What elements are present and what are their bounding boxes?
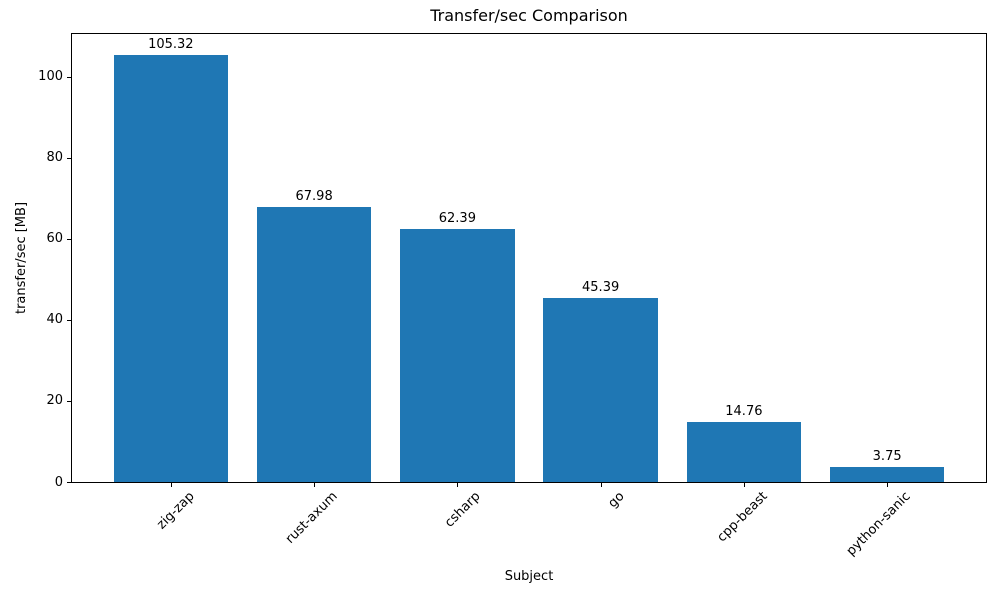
x-tick-label-csharp: csharp [442,489,484,531]
bar-value-label: 62.39 [438,211,476,227]
y-tick-mark [67,77,71,78]
y-tick-mark [67,320,71,321]
y-tick-label: 100 [38,69,63,84]
x-tick-mark [171,483,172,487]
y-tick-mark [67,401,71,402]
y-tick-label: 40 [46,312,63,327]
y-tick-label: 0 [54,475,63,490]
x-tick-label-go: go [605,489,628,512]
bar-value-label: 105.32 [148,37,194,53]
chart-title: Transfer/sec Comparison [430,6,628,25]
y-tick-mark [67,482,71,483]
y-tick-label: 60 [46,231,63,246]
x-axis-label: Subject [504,569,554,584]
x-tick-mark [744,483,745,487]
y-tick-mark [67,158,71,159]
x-tick-label-rust-axum: rust-axum [282,489,341,547]
y-tick-mark [67,239,71,240]
x-tick-mark [314,483,315,487]
x-tick-mark [457,483,458,487]
bar-value-label: 45.39 [582,280,620,296]
bar-cpp-beast [686,422,802,482]
y-tick-label: 20 [46,393,63,408]
bar-value-label: 14.76 [725,404,763,420]
bar-zig-zap [113,55,229,482]
bar-value-label: 3.75 [872,448,902,464]
x-tick-label-python-sanic: python-sanic [843,489,914,559]
bar-go [543,298,658,482]
x-tick-label-cpp-beast: cpp-beast [714,489,771,546]
bar-rust-axum [256,206,372,482]
bar-value-label: 67.98 [295,188,333,204]
plot-area: 105.32 67.98 62.39 45.39 14.76 3.75 [71,33,987,483]
y-axis-label: transfer/sec [MB] [14,201,29,315]
y-tick-label: 80 [46,150,63,165]
bar-python-sanic [829,466,945,482]
x-tick-mark [601,483,602,487]
x-tick-label-zig-zap: zig-zap [154,489,198,533]
x-tick-mark [887,483,888,487]
bar-csharp [400,229,515,482]
